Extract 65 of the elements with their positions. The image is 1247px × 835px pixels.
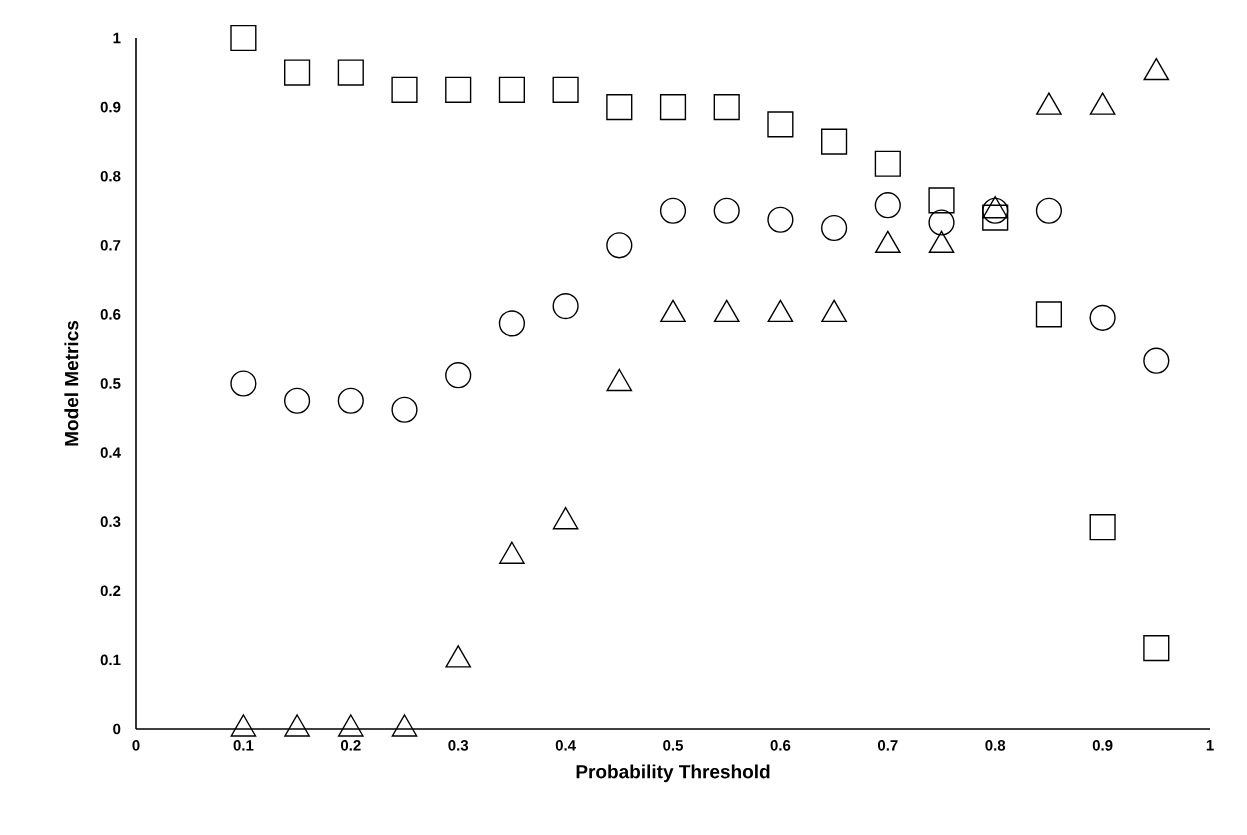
point bbox=[767, 111, 794, 138]
point bbox=[230, 714, 257, 737]
y-tick-label: 0.8 bbox=[100, 170, 121, 182]
point bbox=[982, 204, 1009, 231]
point bbox=[606, 94, 633, 121]
point bbox=[821, 214, 848, 242]
x-axis-title: Probability Threshold bbox=[576, 764, 770, 783]
point bbox=[391, 714, 418, 737]
point bbox=[928, 209, 955, 236]
point bbox=[713, 197, 740, 224]
point bbox=[552, 76, 579, 103]
point bbox=[230, 370, 257, 397]
point bbox=[713, 94, 740, 121]
x-tick-label: 1 bbox=[1206, 740, 1214, 751]
point bbox=[552, 506, 579, 530]
point bbox=[498, 76, 525, 103]
y-tick-label: 0.5 bbox=[100, 378, 121, 389]
point bbox=[1089, 304, 1116, 331]
y-tick-label: 0.7 bbox=[100, 239, 121, 251]
y-tick-label: 1 bbox=[113, 32, 121, 44]
point bbox=[928, 187, 955, 214]
y-tick-label: 0.9 bbox=[100, 101, 121, 113]
y-tick-label: 0.2 bbox=[100, 585, 121, 597]
x-tick-label: 0.9 bbox=[1092, 740, 1113, 751]
point bbox=[659, 94, 687, 121]
point bbox=[606, 232, 633, 259]
point bbox=[767, 206, 794, 233]
point bbox=[337, 59, 364, 86]
point bbox=[445, 76, 472, 103]
x-tick-label: 0.1 bbox=[233, 740, 254, 751]
point bbox=[284, 387, 311, 414]
x-tick-label: 0.5 bbox=[663, 740, 684, 751]
x-tick-label: 0.4 bbox=[555, 740, 576, 751]
x-tick-label: 0.8 bbox=[985, 740, 1006, 751]
y-tick-label: 0 bbox=[113, 723, 121, 735]
point bbox=[284, 714, 310, 737]
x-tick-label: 0.2 bbox=[340, 740, 361, 751]
point bbox=[821, 128, 848, 155]
y-tick-label: 0.4 bbox=[100, 447, 121, 458]
point bbox=[445, 362, 472, 389]
point bbox=[337, 387, 364, 414]
y-axis-title: Model Metrics bbox=[64, 320, 79, 446]
point bbox=[982, 197, 1009, 224]
point bbox=[499, 541, 525, 564]
y-tick-label: 0.3 bbox=[100, 516, 121, 528]
x-tick-label: 0.7 bbox=[877, 740, 898, 751]
point bbox=[337, 714, 364, 737]
point bbox=[391, 396, 418, 423]
point bbox=[284, 59, 311, 86]
x-tick-label: 0 bbox=[132, 740, 140, 751]
point bbox=[552, 293, 579, 320]
point bbox=[874, 192, 901, 219]
point bbox=[230, 24, 257, 52]
x-tick-label: 0.3 bbox=[448, 740, 469, 751]
y-tick-label: 0.1 bbox=[100, 654, 121, 666]
point bbox=[445, 645, 472, 668]
y-tick-label: 0.6 bbox=[100, 309, 121, 320]
point bbox=[391, 76, 418, 103]
point bbox=[498, 310, 525, 337]
point bbox=[1035, 197, 1063, 224]
point bbox=[1143, 347, 1170, 374]
point bbox=[874, 150, 901, 177]
point bbox=[1035, 301, 1063, 328]
point bbox=[659, 197, 687, 224]
x-tick-label: 0.6 bbox=[770, 740, 791, 751]
